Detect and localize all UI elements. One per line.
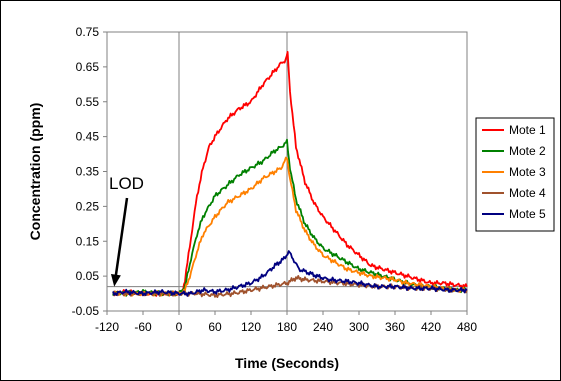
x-tick-label: 0 (176, 320, 183, 334)
lod-annotation: LOD (109, 174, 144, 287)
y-tick-label: 0.55 (76, 95, 100, 109)
y-axis-title: Concentration (ppm) (27, 103, 43, 241)
series-layer (112, 51, 468, 299)
legend-label: Mote 5 (509, 207, 546, 221)
y-tick-label: 0.75 (76, 25, 100, 39)
series-line-2 (112, 138, 468, 297)
legend-box (475, 117, 555, 232)
x-tick-label: 60 (208, 320, 222, 334)
legend-label: Mote 2 (509, 144, 546, 158)
y-tick-label: 0.05 (76, 269, 100, 283)
legend-label: Mote 3 (509, 165, 546, 179)
y-tick-label: 0.35 (76, 165, 100, 179)
y-tick-label: -0.05 (72, 304, 100, 318)
y-tick-label: 0.45 (76, 130, 100, 144)
x-tick-label: 480 (457, 320, 477, 334)
axis-ticks: -120 -60 0 60 120 180 240 300 360 420 480 -0.05 0.05… (72, 25, 478, 334)
x-tick-label: 420 (421, 320, 441, 334)
x-tick-label: 120 (241, 320, 261, 334)
lod-arrow (114, 197, 129, 277)
series-line-3 (112, 156, 468, 297)
y-tick-label: 0.65 (76, 60, 100, 74)
y-tick-label: 0.25 (76, 199, 100, 213)
legend-label: Mote 1 (509, 123, 546, 137)
x-tick-label: -120 (95, 320, 119, 334)
x-axis-title: Time (Seconds) (235, 355, 339, 371)
x-tick-label: 240 (313, 320, 333, 334)
lod-label: LOD (109, 174, 144, 193)
x-tick-label: 180 (277, 320, 297, 334)
series-line-5 (112, 250, 468, 297)
arrow-head-icon (110, 273, 121, 287)
y-tick-label: 0.15 (76, 234, 100, 248)
legend: Mote 1 Mote 2 Mote 3 Mote 4 Mote 5 (475, 117, 555, 232)
x-tick-label: -60 (134, 320, 152, 334)
legend-label: Mote 4 (509, 186, 546, 200)
x-tick-label: 300 (349, 320, 369, 334)
x-tick-label: 360 (385, 320, 405, 334)
reference-lines (107, 32, 467, 311)
